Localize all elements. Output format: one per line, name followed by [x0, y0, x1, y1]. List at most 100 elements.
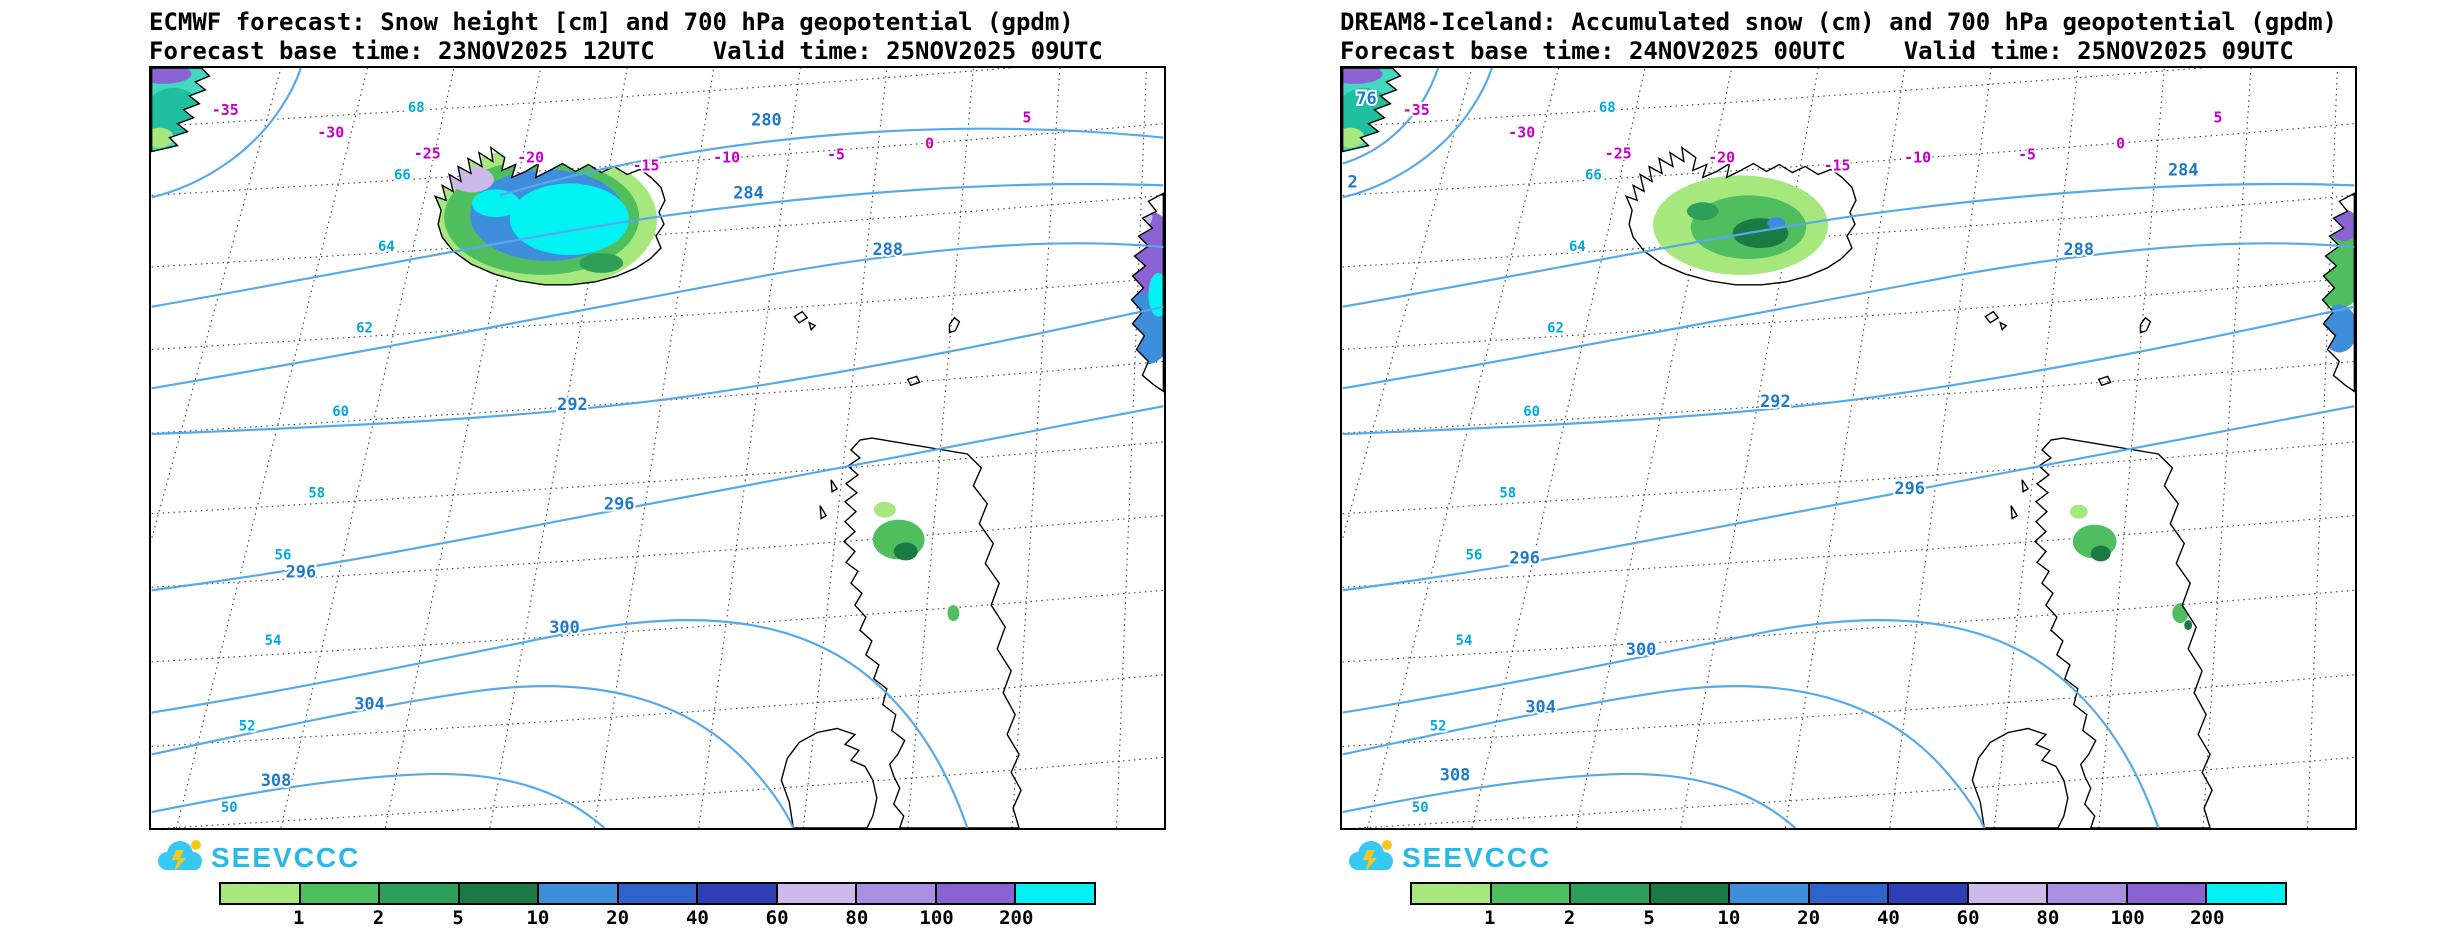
latitude-label: 50 [221, 800, 238, 816]
temperature-label: 5 [2214, 109, 2223, 127]
temperature-label: -10 [713, 149, 740, 167]
legend-swatch [777, 884, 858, 903]
valid-time: Valid time: 25NOV2025 09UTC [1903, 37, 2294, 65]
legend-tick-label: 200 [2190, 907, 2225, 929]
legend-tick-label: 80 [2036, 907, 2060, 929]
latitude-label: 52 [1430, 719, 1447, 735]
latitude-label: 58 [308, 486, 325, 502]
weather-map-dream8: 76 2 284 288 292 296 296 300 304 308 68 … [1340, 66, 2357, 830]
legend-tick-label: 1 [1483, 907, 1496, 929]
temperature-label: 0 [2116, 135, 2125, 153]
map-footer: SEEVCCC 1 2 5 10 20 40 60 80 100 200 [149, 830, 1166, 929]
legend-tick-label: 200 [999, 907, 1034, 929]
legend-swatch [1571, 884, 1651, 903]
legend-swatch [380, 884, 460, 903]
panel-subtitle: Forecast base time: 24NOV2025 00UTC Valid… [1340, 37, 2357, 66]
legend-swatch [1889, 884, 1969, 903]
temperature-label: -15 [633, 156, 660, 174]
graticule-grid [1342, 68, 2355, 828]
legend-swatch [857, 884, 937, 903]
legend-swatch [221, 884, 301, 903]
latitude-label: 54 [1456, 633, 1473, 649]
geopotential-label: 300 [1626, 639, 1657, 659]
legend-tick-label: 100 [919, 907, 954, 929]
temperature-label: -20 [1708, 149, 1735, 167]
geopotential-label: 296 [286, 561, 317, 581]
legend-tick-label: 40 [1876, 907, 1900, 929]
legend-tick-label: 60 [765, 907, 789, 929]
contour-276 [1342, 68, 1440, 165]
geopotential-label: 76 [1356, 88, 1376, 108]
geopotential-label: 2 [1348, 171, 1358, 191]
legend-tick-label: 40 [685, 907, 709, 929]
panel-subtitle: Forecast base time: 23NOV2025 12UTC Valid… [149, 37, 1166, 66]
legend-tick-label: 100 [2110, 907, 2145, 929]
snow-legend-labels: 1 2 5 10 20 40 60 80 100 200 [1410, 907, 2287, 929]
geopotential-label: 308 [261, 770, 292, 790]
legend-tick-label: 2 [1563, 907, 1576, 929]
temperature-label: -15 [1824, 156, 1851, 174]
panel-dream8: DREAM8-Iceland: Accumulated snow (cm) an… [1340, 8, 2357, 929]
latitude-label: 68 [408, 100, 425, 116]
legend-swatch [1809, 884, 1890, 903]
snow-legend-colorbar [1410, 882, 2287, 905]
legend-swatch [698, 884, 778, 903]
legend-tick-label: 1 [292, 907, 305, 929]
latitude-label: 64 [1569, 239, 1586, 255]
legend-swatch [1730, 884, 1810, 903]
forecast-base-time: Forecast base time: 24NOV2025 00UTC [1340, 37, 1846, 65]
geopotential-label: 308 [1440, 764, 1471, 784]
temperature-label: -5 [2018, 146, 2036, 164]
temperature-label: 0 [925, 135, 934, 153]
map-labels: 76 2 284 288 292 296 296 300 304 308 68 … [1346, 86, 2225, 818]
logo-text: SEEVCCC [1402, 842, 1551, 873]
latitude-label: 60 [332, 404, 349, 420]
cloud-icon [1349, 840, 1393, 872]
snow-legend-colorbar [219, 882, 1096, 905]
legend-swatch [1412, 884, 1492, 903]
legend-swatch [300, 884, 381, 903]
legend-swatch [2127, 884, 2208, 903]
temperature-label: -5 [827, 146, 845, 164]
page-title: ECMWF forecast: Snow height [cm] and 700… [149, 8, 1074, 36]
legend-swatch [1650, 884, 1731, 903]
seevccc-logo: SEEVCCC [158, 840, 360, 873]
legend-tick-label: 60 [1956, 907, 1980, 929]
coastlines [151, 68, 1164, 828]
geopotential-contours [1342, 68, 2355, 828]
geopotential-label: 296 [1509, 547, 1540, 567]
iceland-snow-shading [1653, 175, 1829, 275]
legend-swatch [1968, 884, 2049, 903]
geopotential-label: 304 [1525, 697, 1556, 717]
logo-text: SEEVCCC [211, 842, 360, 873]
legend-swatch [1491, 884, 1572, 903]
graticule-grid [151, 68, 1164, 828]
forecast-base-time: Forecast base time: 23NOV2025 12UTC [149, 37, 655, 65]
scotland-snow-shading [872, 501, 960, 622]
geopotential-label: 296 [1894, 478, 1925, 498]
geopotential-label: 288 [873, 239, 904, 259]
map-labels: 280 284 288 292 296 296 300 304 308 68 6… [210, 98, 1034, 818]
legend-swatch [539, 884, 619, 903]
coastlines [1342, 68, 2355, 828]
panel-ecmwf: ECMWF forecast: Snow height [cm] and 700… [149, 8, 1166, 929]
latitude-label: 66 [1585, 167, 1602, 183]
latitude-label: 58 [1499, 486, 1516, 502]
legend-tick-label: 2 [372, 907, 385, 929]
cloud-icon [158, 840, 202, 872]
geopotential-contours [151, 68, 1164, 828]
temperature-label: -25 [1605, 145, 1632, 163]
temperature-label: -35 [212, 101, 239, 119]
geopotential-label: 280 [751, 110, 782, 130]
latitude-label: 64 [378, 239, 395, 255]
lightning-icon [1363, 850, 1377, 872]
temperature-label: -10 [1904, 149, 1931, 167]
geopotential-label: 296 [604, 494, 635, 514]
temperature-label: -35 [1403, 101, 1430, 119]
legend-swatch [618, 884, 699, 903]
temperature-label: -20 [517, 149, 544, 167]
contour-280 [499, 127, 1164, 197]
lightning-icon [172, 850, 186, 872]
latitude-label: 60 [1523, 404, 1540, 420]
legend-swatch [459, 884, 540, 903]
